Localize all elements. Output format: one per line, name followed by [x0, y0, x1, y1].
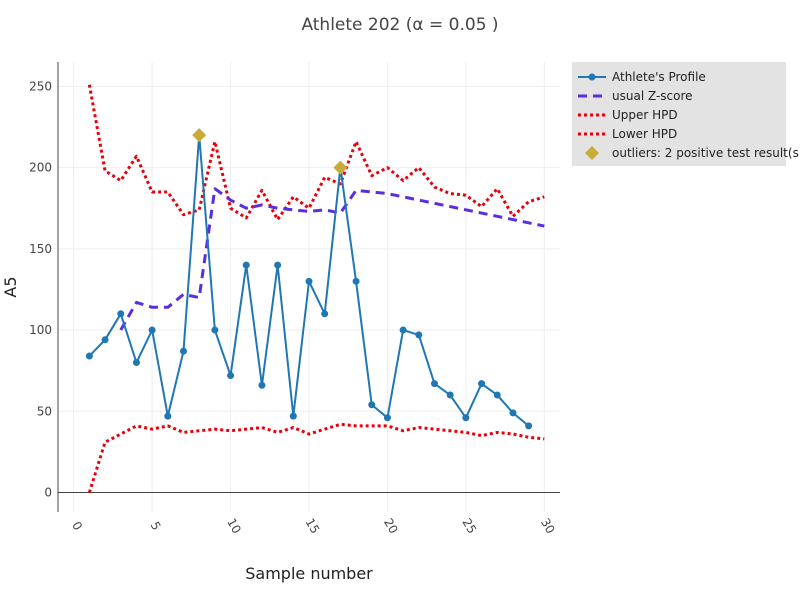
axes [57, 62, 560, 512]
x-tick-label: 25 [459, 516, 479, 536]
series-line [87, 422, 545, 493]
profile-point [227, 372, 235, 380]
profile-point [164, 412, 172, 420]
outlier-marker [192, 128, 207, 143]
profile-point [180, 347, 187, 355]
series-3 [87, 422, 545, 493]
x-tick-label: 10 [224, 516, 244, 536]
grid [58, 62, 560, 512]
profile-point [462, 414, 470, 422]
profile-point [258, 381, 266, 389]
legend[interactable]: Athlete's Profile usual Z-score Upper HPD L… [572, 62, 800, 166]
y-tick-label: 200 [29, 161, 52, 175]
y-tick-label: 50 [37, 404, 52, 418]
profile-point [415, 331, 423, 339]
profile-point [211, 326, 219, 334]
profile-point [352, 277, 360, 285]
profile-point [446, 391, 454, 399]
legend-item[interactable]: outliers: 2 positive test result(s) [585, 146, 800, 160]
legend-label: usual Z-score [612, 89, 693, 103]
x-tick-label: 15 [303, 516, 323, 536]
x-tick-label: 0 [69, 519, 85, 533]
series-4 [192, 128, 348, 175]
legend-item[interactable]: Upper HPD [578, 108, 678, 122]
legend-item[interactable]: usual Z-score [578, 89, 693, 103]
plot-series [85, 84, 545, 493]
profile-point [132, 359, 140, 367]
profile-point [399, 326, 407, 334]
profile-point [305, 277, 313, 285]
tick-labels: 0 50 100 150 200 250 0 5 10 15 20 25 30 [29, 79, 558, 536]
y-axis-title: A5 [1, 276, 20, 297]
profile-point [383, 414, 391, 422]
profile-point [242, 261, 250, 269]
legend-label: outliers: 2 positive test result(s) [612, 146, 800, 160]
profile-point [274, 261, 282, 269]
profile-point [101, 336, 109, 344]
series-2 [87, 84, 545, 222]
series-1 [119, 187, 545, 331]
legend-label: Lower HPD [612, 127, 677, 141]
series-line [119, 187, 545, 331]
profile-point [368, 401, 376, 409]
x-tick-label: 5 [148, 519, 164, 533]
y-tick-label: 150 [29, 242, 52, 256]
outlier-marker [333, 160, 348, 175]
profile-point [431, 380, 438, 388]
legend-swatch-marker [588, 73, 596, 81]
profile-point [85, 352, 93, 360]
profile-point [509, 409, 517, 417]
y-tick-label: 0 [44, 486, 52, 500]
profile-point [148, 326, 156, 334]
x-tick-label: 30 [538, 516, 558, 536]
series-0 [85, 131, 533, 430]
legend-item[interactable]: Athlete's Profile [578, 70, 706, 84]
profile-point [289, 412, 297, 420]
legend-swatch [585, 146, 599, 160]
legend-label: Upper HPD [612, 108, 678, 122]
legend-label: Athlete's Profile [612, 70, 706, 84]
x-axis-title: Sample number [245, 564, 373, 583]
profile-point [478, 380, 486, 388]
profile-point [117, 310, 125, 318]
profile-point [321, 310, 329, 318]
x-tick-label: 20 [381, 516, 401, 536]
chart-title: Athlete 202 (α = 0.05 ) [301, 15, 498, 35]
legend-item[interactable]: Lower HPD [578, 127, 677, 141]
profile-point [493, 391, 501, 399]
profile-point [525, 422, 533, 430]
legend-background [572, 62, 786, 166]
series-line [87, 84, 545, 222]
y-tick-label: 100 [29, 323, 52, 337]
y-tick-label: 250 [29, 79, 52, 93]
